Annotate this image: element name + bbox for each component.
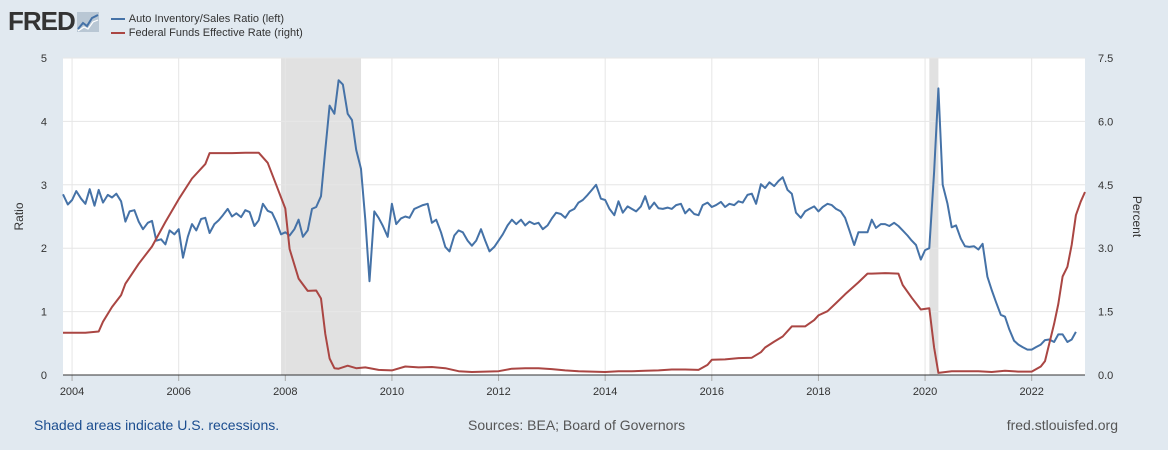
x-tick-label: 2004: [60, 386, 84, 398]
legend-item-auto-ratio[interactable]: Auto Inventory/Sales Ratio (left): [110, 12, 303, 26]
y-left-tick-label: 1: [41, 307, 47, 319]
y-left-tick-label: 3: [41, 180, 47, 192]
series-line-auto-ratio: [62, 79, 1077, 351]
legend-label: Auto Inventory/Sales Ratio (left): [128, 13, 285, 25]
y-right-axis-title: Percent: [1130, 196, 1144, 238]
y-left-tick-label: 0: [41, 370, 47, 382]
x-tick-label: 2010: [380, 386, 404, 398]
x-tick-label: 2014: [593, 386, 617, 398]
y-right-tick-label: 7.5: [1098, 53, 1113, 65]
x-tick-label: 2008: [273, 386, 297, 398]
y-right-tick-label: 3.0: [1098, 243, 1113, 255]
x-tick-label: 2018: [806, 386, 830, 398]
x-tick-label: 2016: [700, 386, 724, 398]
y-right-tick-label: 6.0: [1098, 116, 1113, 128]
legend-item-fed-funds[interactable]: Federal Funds Effective Rate (right): [110, 26, 303, 40]
legend: Auto Inventory/Sales Ratio (left) Federa…: [110, 12, 303, 40]
legend-swatch-red: [110, 32, 125, 34]
y-right-tick-label: 1.5: [1098, 307, 1113, 319]
sources-text: Sources: BEA; Board of Governors: [468, 417, 686, 433]
x-tick-label: 2020: [913, 386, 937, 398]
fred-logo[interactable]: FRED: [8, 6, 99, 36]
recession-band: [929, 58, 939, 375]
y-left-tick-label: 2: [41, 243, 47, 255]
x-tick-label: 2022: [1019, 386, 1043, 398]
logo-text: FRED: [8, 6, 76, 36]
y-left-tick-label: 5: [41, 53, 47, 65]
header: FRED Auto Inventory/Sales Ratio (left) F…: [8, 6, 303, 40]
x-tick-label: 2006: [166, 386, 190, 398]
x-tick-label: 2012: [486, 386, 510, 398]
recession-note-link[interactable]: Shaded areas indicate U.S. recessions.: [34, 417, 280, 433]
fred-chart-logo-icon: [76, 12, 99, 32]
y-left-tick-label: 4: [41, 116, 47, 128]
legend-label: Federal Funds Effective Rate (right): [128, 27, 303, 39]
site-url: fred.stlouisfed.org: [1006, 417, 1118, 433]
series-line-fed-funds: [63, 151, 1086, 374]
y-right-tick-label: 0.0: [1098, 370, 1113, 382]
recession-band: [281, 58, 362, 375]
y-right-tick-label: 4.5: [1098, 180, 1113, 192]
legend-swatch-blue: [110, 18, 125, 20]
y-left-axis-title: Ratio: [12, 202, 26, 230]
